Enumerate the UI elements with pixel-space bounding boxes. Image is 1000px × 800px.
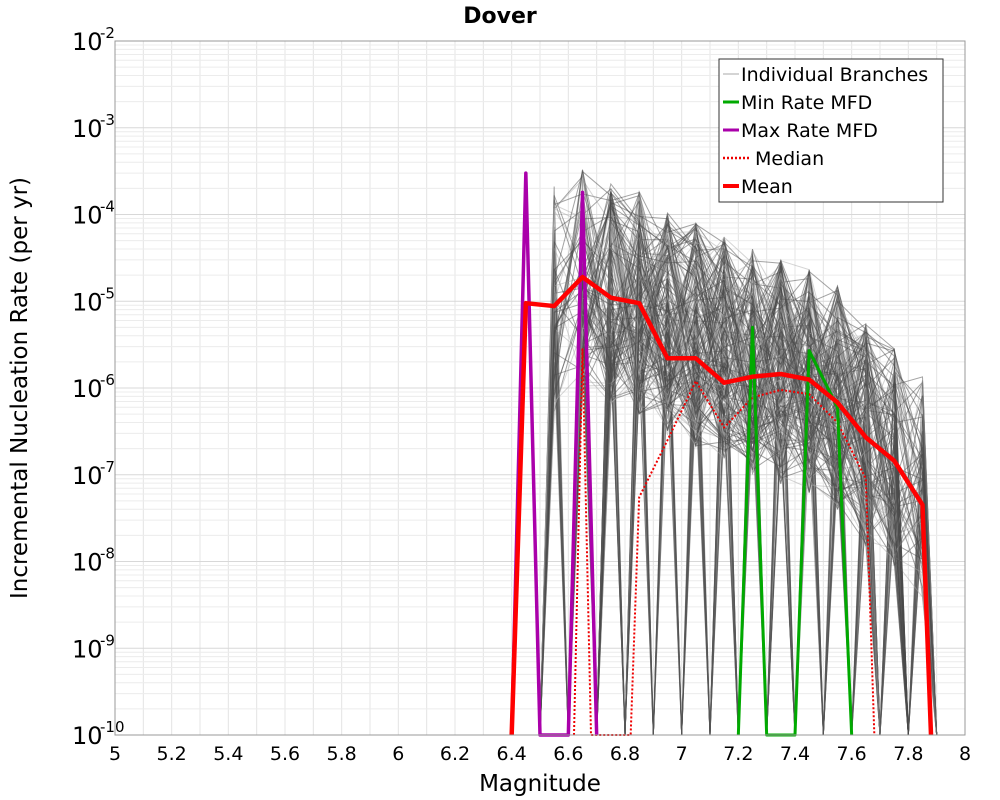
y-tick-exponent: -5 [100,284,115,302]
x-tick-label: 8 [959,743,971,765]
branch-curve [567,215,909,736]
branch-curve [624,306,938,736]
x-tick-label: 6.8 [610,743,640,765]
grid [114,41,966,736]
branch-curve [567,263,909,736]
mean-line [509,274,934,736]
y-tick-exponent: -2 [100,24,115,42]
legend-label-max-rate: Max Rate MFD [741,120,878,142]
branch-spike [709,260,739,736]
branch-spike [709,403,739,736]
y-tick-labels: 10-210-310-410-510-610-710-810-910-10 [72,24,125,750]
chart-title: Dover [463,4,537,29]
branch-curve [596,202,881,736]
branch-curve [596,269,938,736]
branch-curve [624,269,909,736]
legend-box [718,58,944,203]
y-tick-label: 10 [72,375,103,403]
y-tick-exponent: -10 [100,718,125,736]
x-tick-labels: 5 5.2 5.4 5.6 5.8 6 6.2 6.4 6.6 6.8 7 7.2 7.4 7.6 7.8 8 [109,743,971,765]
y-axis-label: Incremental Nucleation Rate (per yr) [7,177,33,599]
legend-label-min-rate: Min Rate MFD [741,92,872,114]
x-tick-label: 7.2 [723,743,753,765]
branch-curve [567,232,909,736]
x-tick-label: 6.4 [497,743,527,765]
branch-curve [539,203,881,736]
x-tick-label: 7.4 [780,743,810,765]
branch-curve [539,223,938,736]
branch-curve [567,242,909,736]
branch-curve [624,254,909,736]
legend-label-individual-branches: Individual Branches [741,64,928,86]
branch-curve [539,295,909,736]
y-tick-exponent: -4 [100,198,115,216]
branch-curve [596,245,938,736]
y-tick-exponent: -3 [100,111,115,129]
x-tick-label: 6.2 [440,743,470,765]
x-tick-label: 6.6 [553,743,583,765]
x-tick-label: 7.6 [837,743,867,765]
branch-curve [567,225,938,736]
legend: Individual Branches Min Rate MFD Max Rat… [718,58,944,203]
branch-curve [596,244,938,736]
legend-label-mean: Mean [741,176,793,198]
plot-frame [114,40,966,736]
median-line [573,348,876,736]
y-tick-exponent: -9 [100,631,115,649]
branch-spike [652,309,683,736]
branch-curve [567,199,881,736]
x-tick-label: 5 [109,743,121,765]
x-tick-label: 7 [676,743,688,765]
y-tick-label: 10 [72,28,103,56]
y-tick-label: 10 [72,635,103,663]
x-tick-label: 5.2 [157,743,187,765]
x-axis-label: Magnitude [479,771,601,797]
x-tick-label: 5.6 [270,743,300,765]
y-tick-label: 10 [72,722,103,750]
branch-curve [567,226,938,736]
x-tick-label: 5.4 [213,743,243,765]
y-tick-exponent: -6 [100,371,115,389]
x-tick-label: 7.8 [893,743,923,765]
branch-curve [539,224,938,736]
branch-curve [539,255,938,736]
y-tick-label: 10 [72,549,103,577]
y-tick-label: 10 [72,462,103,490]
branch-curve [539,170,909,736]
y-tick-label: 10 [72,288,103,316]
y-tick-label: 10 [72,202,103,230]
legend-label-median: Median [755,148,824,170]
x-tick-label: 6 [392,743,404,765]
branch-curve [567,228,881,736]
x-tick-label: 5.8 [327,743,357,765]
y-tick-exponent: -7 [100,458,115,476]
branch-curve [567,171,938,736]
y-tick-exponent: -8 [100,545,115,563]
y-tick-label: 10 [72,115,103,143]
